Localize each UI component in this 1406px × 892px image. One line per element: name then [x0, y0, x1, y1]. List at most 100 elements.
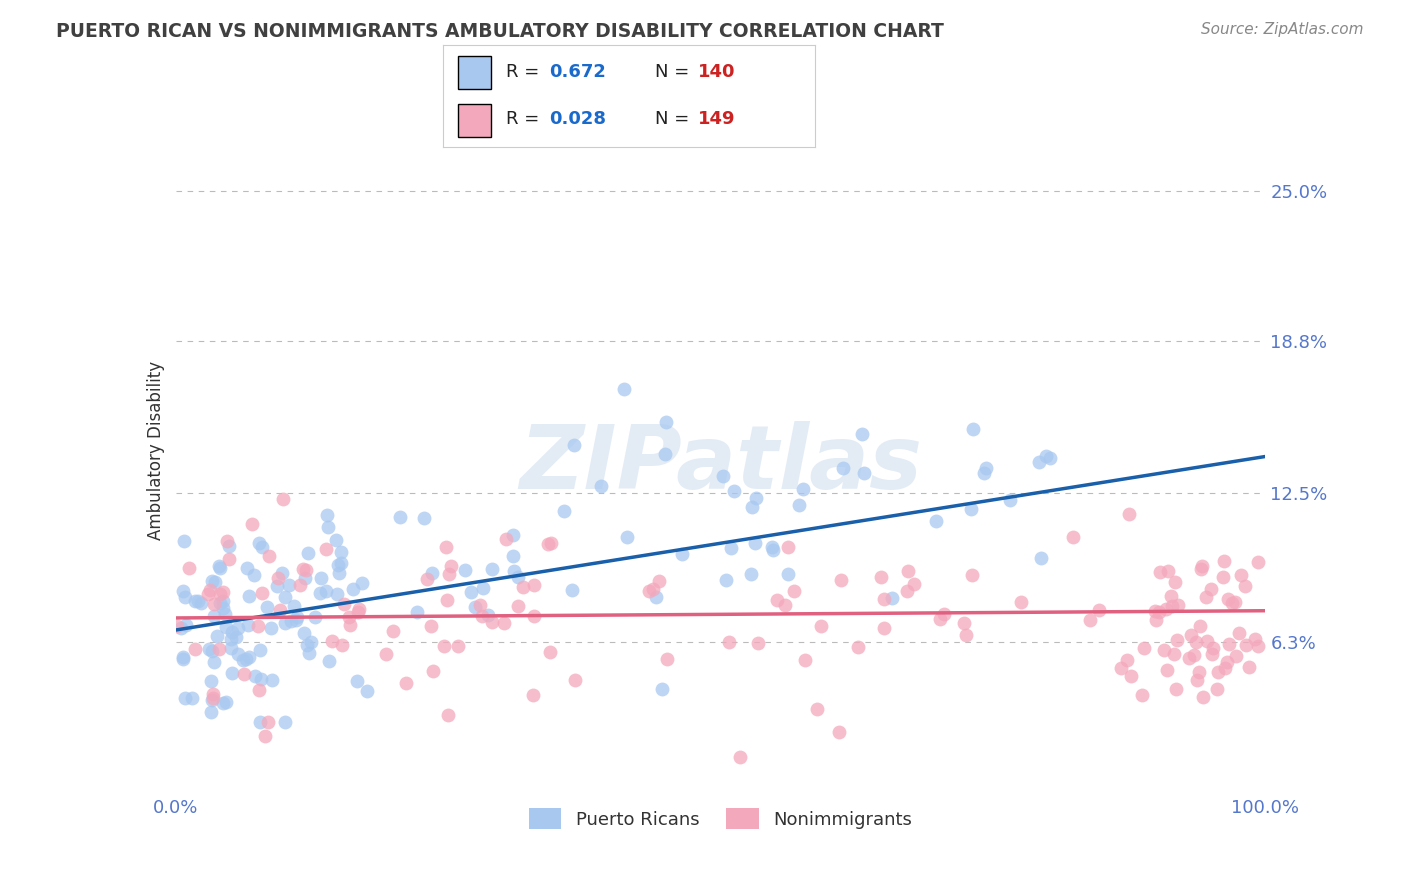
- Point: [831, 460, 853, 475]
- Point: [1160, 590, 1182, 604]
- Point: [285, 610, 308, 624]
- Point: [395, 676, 418, 690]
- Point: [1144, 604, 1167, 618]
- Point: [1154, 601, 1177, 615]
- Point: [713, 468, 735, 483]
- Point: [337, 610, 360, 624]
- Point: [219, 640, 242, 655]
- Point: [1144, 613, 1167, 627]
- Point: [294, 570, 316, 584]
- Point: [389, 510, 412, 524]
- Point: [1011, 595, 1033, 609]
- Point: [184, 641, 207, 656]
- Point: [271, 566, 294, 581]
- Point: [200, 582, 222, 597]
- Point: [481, 562, 503, 576]
- Point: [1189, 562, 1212, 576]
- Point: [522, 688, 544, 702]
- Point: [471, 608, 494, 623]
- Point: [232, 653, 254, 667]
- Point: [1234, 579, 1257, 593]
- Point: [882, 591, 904, 606]
- Point: [240, 516, 263, 531]
- Text: Source: ZipAtlas.com: Source: ZipAtlas.com: [1201, 22, 1364, 37]
- Point: [654, 447, 676, 461]
- Point: [347, 602, 370, 616]
- Point: [897, 564, 920, 578]
- Point: [433, 639, 456, 653]
- Point: [903, 576, 925, 591]
- Point: [454, 563, 477, 577]
- Point: [744, 535, 766, 549]
- Text: 0.672: 0.672: [550, 63, 606, 81]
- Point: [247, 535, 270, 549]
- Point: [208, 642, 231, 657]
- Point: [869, 570, 891, 584]
- Point: [437, 566, 460, 581]
- Point: [1213, 554, 1236, 568]
- Point: [228, 647, 250, 661]
- Point: [329, 556, 352, 570]
- Point: [202, 690, 225, 705]
- Point: [960, 502, 983, 516]
- Point: [309, 571, 332, 585]
- Point: [1218, 637, 1240, 651]
- Point: [502, 527, 524, 541]
- Point: [250, 672, 273, 686]
- Point: [219, 632, 242, 646]
- Point: [538, 645, 561, 659]
- Point: [1163, 647, 1185, 661]
- Point: [172, 651, 194, 665]
- Y-axis label: Ambulatory Disability: Ambulatory Disability: [146, 361, 165, 540]
- Legend: Puerto Ricans, Nonimmigrants: Puerto Ricans, Nonimmigrants: [522, 801, 920, 837]
- Point: [318, 654, 340, 668]
- Point: [325, 533, 347, 547]
- Point: [292, 626, 315, 640]
- Point: [212, 696, 235, 710]
- Point: [326, 558, 349, 573]
- Point: [266, 579, 288, 593]
- Point: [1205, 681, 1227, 696]
- Point: [1192, 690, 1215, 704]
- Point: [853, 466, 876, 480]
- Point: [644, 590, 666, 604]
- Point: [502, 549, 524, 563]
- Point: [1244, 632, 1267, 646]
- Point: [249, 643, 271, 657]
- Point: [1157, 564, 1180, 578]
- Point: [422, 664, 444, 678]
- Point: [477, 608, 499, 623]
- Point: [285, 613, 308, 627]
- Point: [413, 511, 436, 525]
- Point: [562, 438, 585, 452]
- Point: [508, 569, 530, 583]
- Point: [830, 574, 852, 588]
- Point: [420, 566, 443, 581]
- Point: [347, 606, 370, 620]
- Point: [221, 624, 243, 639]
- Point: [1212, 569, 1234, 583]
- Point: [208, 596, 231, 610]
- Point: [613, 382, 636, 396]
- Point: [1161, 599, 1184, 613]
- Point: [406, 605, 429, 619]
- Point: [492, 616, 515, 631]
- Point: [1035, 449, 1057, 463]
- Point: [1216, 655, 1239, 669]
- Point: [247, 683, 270, 698]
- Point: [174, 618, 197, 632]
- Point: [208, 558, 231, 573]
- Point: [523, 577, 546, 591]
- Point: [1187, 673, 1209, 687]
- Point: [202, 608, 225, 623]
- Point: [218, 551, 240, 566]
- Point: [221, 666, 243, 681]
- Point: [252, 541, 274, 555]
- Point: [436, 707, 458, 722]
- Point: [793, 653, 815, 667]
- Point: [1118, 508, 1140, 522]
- Point: [274, 591, 297, 605]
- Point: [202, 655, 225, 669]
- Point: [382, 624, 405, 638]
- Point: [761, 540, 783, 554]
